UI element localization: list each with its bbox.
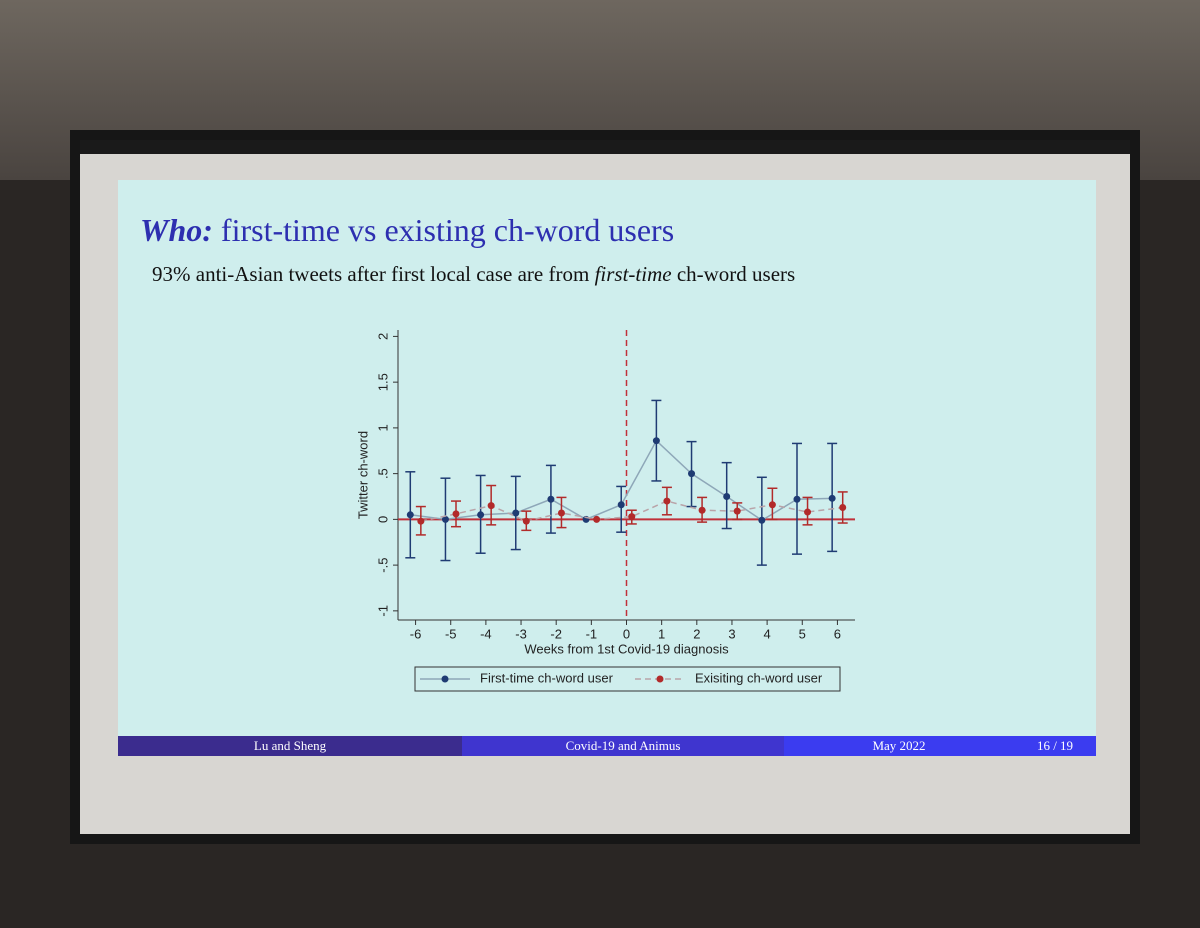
legend-label: Exisiting ch-word user [695,670,823,685]
x-tick-label: -5 [445,626,457,641]
x-tick-label: -4 [480,626,492,641]
y-tick-label: 1 [375,424,390,431]
legend-box [414,666,841,692]
x-tick-label: -6 [410,626,422,641]
point [487,502,495,510]
y-tick-label: -1 [375,605,390,617]
point [733,507,741,515]
x-tick-label: 4 [763,626,770,641]
point [417,517,425,525]
subtitle-end: ch-word users [676,262,796,286]
title-lead: Who: [140,212,213,248]
point [512,509,520,517]
y-tick-label: -.5 [375,558,390,573]
point [768,501,776,509]
x-axis-label: Weeks from 1st Covid-19 diagnosis [524,641,729,656]
point [663,497,671,505]
subtitle-start: 93% anti-Asian tweets after first local … [152,262,590,286]
x-tick-label: 1 [658,626,665,641]
point [723,492,731,500]
x-tick-label: 0 [623,626,630,641]
x-tick-label: 3 [728,626,735,641]
legend-marker [441,675,449,683]
point [793,495,801,503]
title-rest: first-time vs existing ch-word users [220,212,675,248]
footer-page: 16 / 19 [1014,736,1096,756]
subtitle-emph: first-time [594,262,672,286]
legend-marker [656,675,664,683]
slide-subtitle: 93% anti-Asian tweets after first local … [152,262,795,287]
point [652,437,660,445]
point [804,508,812,516]
y-tick-label: .5 [375,468,390,479]
y-tick-label: 0 [375,516,390,523]
footer-talk: Covid-19 and Animus [462,736,784,756]
point [406,511,414,519]
point [522,517,530,525]
point [593,515,601,523]
point [628,513,636,521]
y-axis-label: Twitter ch-word [355,431,370,519]
point [547,495,555,503]
x-tick-label: -1 [586,626,598,641]
point [839,503,847,511]
x-tick-label: 2 [693,626,700,641]
footer-date: May 2022 [784,736,1014,756]
x-tick-label: 6 [834,626,841,641]
point [441,515,449,523]
legend-label: First-time ch-word user [480,670,614,685]
slide [118,180,1096,756]
footer-authors: Lu and Sheng [118,736,462,756]
y-tick-label: 2 [375,333,390,340]
point [688,470,696,478]
point [617,501,625,509]
point [828,494,836,502]
point [758,516,766,524]
y-tick-label: 1.5 [375,373,390,391]
point [452,510,460,518]
point [698,506,706,514]
x-tick-label: -3 [515,626,527,641]
x-tick-label: 5 [799,626,806,641]
x-tick-label: -2 [550,626,562,641]
point [477,511,485,519]
footer: Lu and Sheng Covid-19 and Animus May 202… [118,736,1096,756]
slide-title: Who: first-time vs existing ch-word user… [140,212,674,249]
point [557,509,565,517]
